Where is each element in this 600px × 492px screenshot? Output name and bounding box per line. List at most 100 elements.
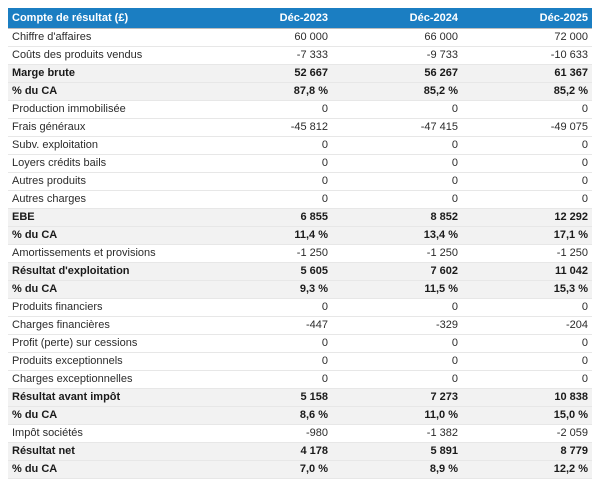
row-value: 85,2 % [332, 81, 462, 100]
income-statement-table: Compte de résultat (£) Déc-2023 Déc-2024… [8, 8, 592, 479]
row-value: 0 [462, 333, 592, 352]
row-value: 0 [202, 333, 332, 352]
row-label: Chiffre d'affaires [12, 30, 92, 43]
row-label: Produits exceptionnels [8, 351, 202, 370]
row-value: 0 [202, 189, 332, 208]
row-value: 12 292 [462, 207, 592, 226]
row-value: 0 [462, 171, 592, 190]
row-label: % du CA [8, 279, 202, 298]
row-label: % du CA [8, 405, 202, 424]
row-label: Résultat d'exploitation [8, 261, 202, 280]
row-value: 15,0 % [462, 405, 592, 424]
table-row: Résultat avant impôt 5 158 7 273 10 838 [8, 387, 592, 406]
table-header-dec-2025: Déc-2025 [462, 8, 592, 29]
row-value: 0 [202, 135, 332, 154]
row-value: -329 [332, 315, 462, 334]
table-row: Coûts des produits vendus -7 333 -9 733 -10… [8, 45, 592, 64]
table-row: Loyers crédits bails 0 0 0 [8, 153, 592, 172]
row-label: Coûts des produits vendus [8, 45, 202, 64]
row-label: Subv. exploitation [8, 135, 202, 154]
row-label: Autres produits [8, 171, 202, 190]
income-statement: Compte de résultat (£) Déc-2023 Déc-2024… [8, 8, 592, 479]
row-value: 0 [462, 189, 592, 208]
table-row: Produits exceptionnels 0 0 0 [8, 351, 592, 370]
table-header-row: Compte de résultat (£) Déc-2023 Déc-2024… [8, 8, 592, 29]
row-value: 60 000 [294, 30, 328, 43]
table-row: Subv. exploitation 0 0 0 [8, 135, 592, 154]
row-value: 0 [462, 99, 592, 118]
row-label: Production immobilisée [8, 99, 202, 118]
row-value: 0 [202, 297, 332, 316]
row-value: 11,4 % [202, 225, 332, 244]
row-value: 15,3 % [462, 279, 592, 298]
row-value: 0 [332, 171, 462, 190]
row-label: Autres charges [8, 189, 202, 208]
table-row: % du CA 87,8 % 85,2 % 85,2 % [8, 81, 592, 100]
row-value: 5 158 [202, 387, 332, 406]
row-value: 11 042 [462, 261, 592, 280]
row-value: 0 [332, 153, 462, 172]
table-row: Résultat d'exploitation 5 605 7 602 11 042 [8, 261, 592, 280]
table-row: Autres charges 0 0 0 [8, 189, 592, 208]
row-value: -7 333 [202, 45, 332, 64]
row-value: 8 779 [462, 441, 592, 460]
row-label: Amortissements et provisions [8, 243, 202, 262]
row-value: 0 [462, 135, 592, 154]
row-value: 0 [202, 153, 332, 172]
row-value: 56 267 [332, 63, 462, 82]
row-value: -1 250 [462, 243, 592, 262]
row-value: 7,0 % [202, 459, 332, 478]
row-value: -1 250 [332, 243, 462, 262]
row-value: 0 [332, 333, 462, 352]
table-header-title: Compte de résultat (£) [8, 8, 202, 29]
row-value: 4 178 [202, 441, 332, 460]
row-label: Loyers crédits bails [8, 153, 202, 172]
row-label: Résultat net [8, 441, 202, 460]
table-row: EBE 6 855 8 852 12 292 [8, 207, 592, 226]
row-value: 85,2 % [462, 81, 592, 100]
row-value: 52 667 [202, 63, 332, 82]
table-body: Chiffre d'affaires 60 000 66 000 72 000 Coût… [8, 28, 592, 478]
row-value: 6 855 [202, 207, 332, 226]
row-value: -49 075 [462, 117, 592, 136]
row-label: Marge brute [8, 63, 202, 82]
row-value: -204 [462, 315, 592, 334]
table-row: Impôt sociétés -980 -1 382 -2 059 [8, 423, 592, 442]
table-header-dec-2023: Déc-2023 [202, 8, 332, 29]
row-value: 11,5 % [332, 279, 462, 298]
row-value: 0 [202, 369, 332, 388]
row-value: -1 250 [202, 243, 332, 262]
row-value: 9,3 % [202, 279, 332, 298]
row-value: 0 [462, 369, 592, 388]
table-row: Amortissements et provisions -1 250 -1 250… [8, 243, 592, 262]
row-value: 10 838 [462, 387, 592, 406]
row-value: -447 [202, 315, 332, 334]
row-value: 7 602 [332, 261, 462, 280]
table-row: Produits financiers 0 0 0 [8, 297, 592, 316]
row-value: 8,6 % [202, 405, 332, 424]
row-label: Produits financiers [8, 297, 202, 316]
table-header-dec-2024: Déc-2024 [332, 8, 462, 29]
table-row: % du CA 11,4 % 13,4 % 17,1 % [8, 225, 592, 244]
row-label: % du CA [8, 81, 202, 100]
row-label: % du CA [8, 225, 202, 244]
row-value: 72 000 [554, 30, 588, 43]
row-value: 0 [462, 351, 592, 370]
row-value: -2 059 [462, 423, 592, 442]
row-value: 13,4 % [332, 225, 462, 244]
row-value: -47 415 [332, 117, 462, 136]
table-row: Charges financières -447 -329 -204 [8, 315, 592, 334]
row-value: 0 [462, 153, 592, 172]
row-value: 0 [332, 99, 462, 118]
table-row: % du CA 8,6 % 11,0 % 15,0 % [8, 405, 592, 424]
row-label: Profit (perte) sur cessions [8, 333, 202, 352]
table-row: Frais généraux -45 812 -47 415 -49 075 [8, 117, 592, 136]
row-value: 0 [462, 297, 592, 316]
row-value: 8 852 [332, 207, 462, 226]
row-value: 0 [332, 369, 462, 388]
row-value: -10 633 [462, 45, 592, 64]
row-value: 7 273 [332, 387, 462, 406]
row-value: -1 382 [332, 423, 462, 442]
table-row: % du CA 7,0 % 8,9 % 12,2 % [8, 459, 592, 478]
table-row: Profit (perte) sur cessions 0 0 0 [8, 333, 592, 352]
